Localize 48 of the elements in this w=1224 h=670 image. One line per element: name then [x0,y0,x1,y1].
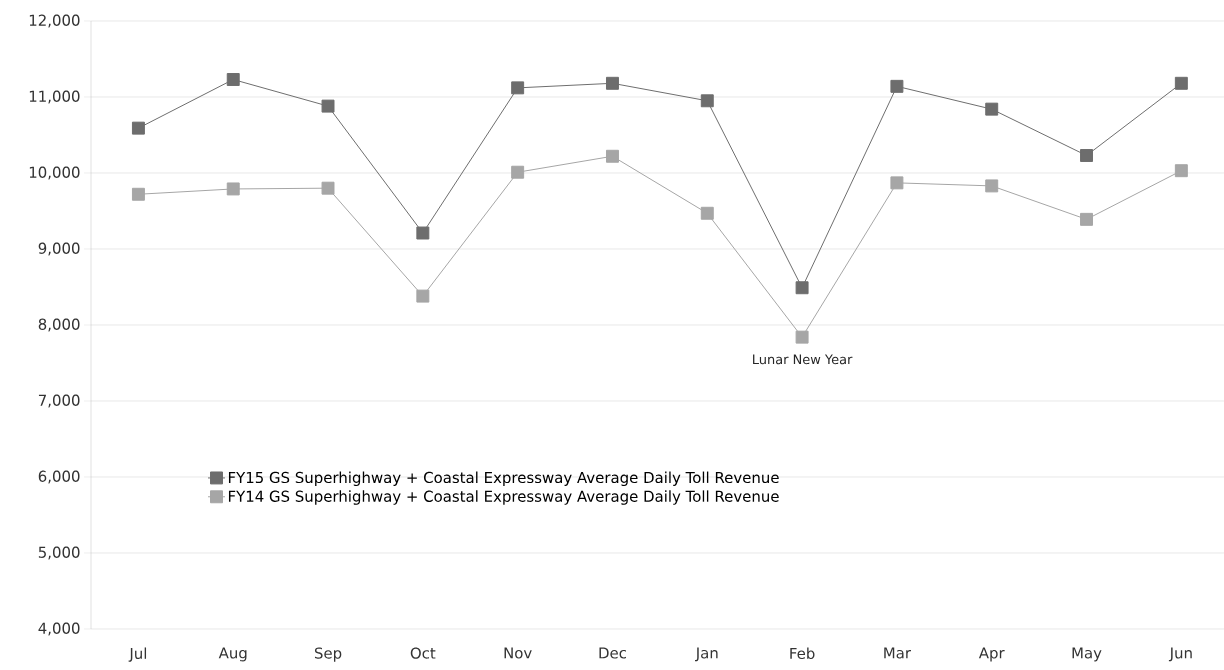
annotation: Lunar New Year [753,354,853,365]
point [605,149,619,163]
point [416,289,430,303]
y-tick-label: 6,000 [38,470,80,484]
legend-label: FY14 GS Superhighway + Coastal Expressway Average Daily Toll Revenue [228,490,779,505]
point [131,187,145,201]
point [1080,149,1093,162]
point [890,79,904,93]
point [605,76,619,90]
y-tick-label: 7,000 [38,394,80,408]
point [700,94,714,108]
point [416,226,430,240]
point [131,121,145,135]
point [511,81,525,95]
point [985,179,999,193]
point [1080,212,1093,226]
x-tick-label: Jun [1168,647,1192,662]
x-tick-label: Apr [978,647,1005,662]
point [1174,164,1188,178]
point [1174,76,1188,90]
y-tick-label: 4,000 [38,622,80,636]
y-tick-label: 5,000 [38,546,80,560]
x-tick-label: Dec [599,647,626,659]
y-tick-label: 9,000 [38,242,80,256]
point [700,206,714,220]
point [226,182,240,196]
point [511,165,525,179]
legend-label: FY15 GS Superhighway + Coastal Expressway Average Daily Toll Revenue [228,471,779,486]
x-tick-label: Oct [410,647,436,659]
x-tick-label: Jul [128,647,147,662]
point [321,181,335,195]
x-tick-label: May [1072,647,1102,662]
point [795,281,809,295]
y-tick-label: 10,000 [29,166,80,180]
x-tick-label: Feb [790,647,815,660]
point [226,73,240,86]
point [795,330,809,344]
y-tick-label: 8,000 [38,318,80,332]
x-tick-label: Nov [504,647,532,659]
x-tick-label: Jan [695,647,718,662]
point [321,99,335,113]
y-tick-label: 12,000 [29,14,80,28]
x-tick-label: Mar [884,647,911,659]
x-tick-label: Sep [314,647,342,662]
x-tick-label: Aug [218,647,247,662]
y-tick-label: 11,000 [29,90,80,104]
point [890,176,904,190]
point [985,102,999,116]
